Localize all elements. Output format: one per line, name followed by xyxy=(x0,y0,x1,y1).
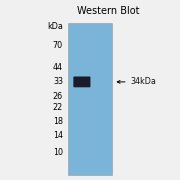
Text: 34kDa: 34kDa xyxy=(130,77,156,86)
Text: 14: 14 xyxy=(53,131,63,140)
FancyBboxPatch shape xyxy=(73,76,91,87)
Text: 22: 22 xyxy=(53,103,63,112)
Text: kDa: kDa xyxy=(47,22,63,31)
Text: 10: 10 xyxy=(53,148,63,157)
Bar xyxy=(68,23,112,175)
Text: 33: 33 xyxy=(53,77,63,86)
Text: 44: 44 xyxy=(53,63,63,72)
Text: 70: 70 xyxy=(53,41,63,50)
Text: 26: 26 xyxy=(53,92,63,101)
Text: 18: 18 xyxy=(53,117,63,126)
Text: Western Blot: Western Blot xyxy=(77,6,139,16)
